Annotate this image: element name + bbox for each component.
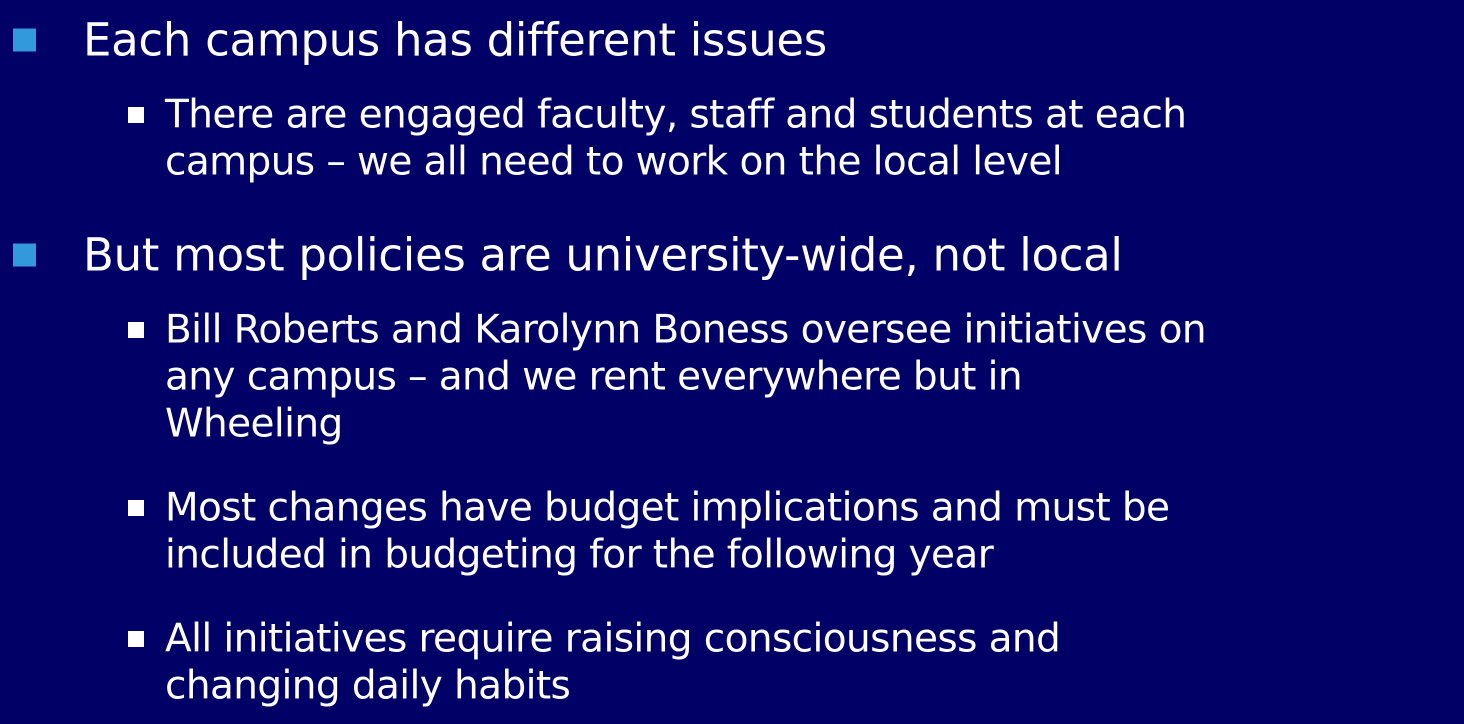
sub-bullet-text: any campus – and we rent everywhere but … <box>165 354 1023 400</box>
bullet-text: Each campus has different issues <box>83 13 827 67</box>
bullet-marker <box>13 28 36 52</box>
sub-bullet-marker <box>128 631 144 647</box>
bullet-marker <box>13 243 36 267</box>
sub-bullet-marker <box>128 107 144 123</box>
sub-bullet-text: Wheeling <box>165 401 343 447</box>
sub-bullet-text: campus – we all need to work on the loca… <box>165 139 1063 185</box>
sub-bullet-text: There are engaged faculty, staff and stu… <box>165 92 1187 138</box>
sub-bullet-text: included in budgeting for the following … <box>165 532 994 578</box>
sub-bullet-marker <box>128 500 144 516</box>
sub-bullet-text: All initiatives require raising consciou… <box>165 616 1061 662</box>
sub-bullet-text: changing daily habits <box>165 663 571 709</box>
bullet-text: But most policies are university-wide, n… <box>83 228 1123 282</box>
sub-bullet-marker <box>128 322 144 338</box>
sub-bullet-text: Bill Roberts and Karolynn Boness oversee… <box>165 307 1207 353</box>
sub-bullet-text: Most changes have budget implications an… <box>165 485 1170 531</box>
